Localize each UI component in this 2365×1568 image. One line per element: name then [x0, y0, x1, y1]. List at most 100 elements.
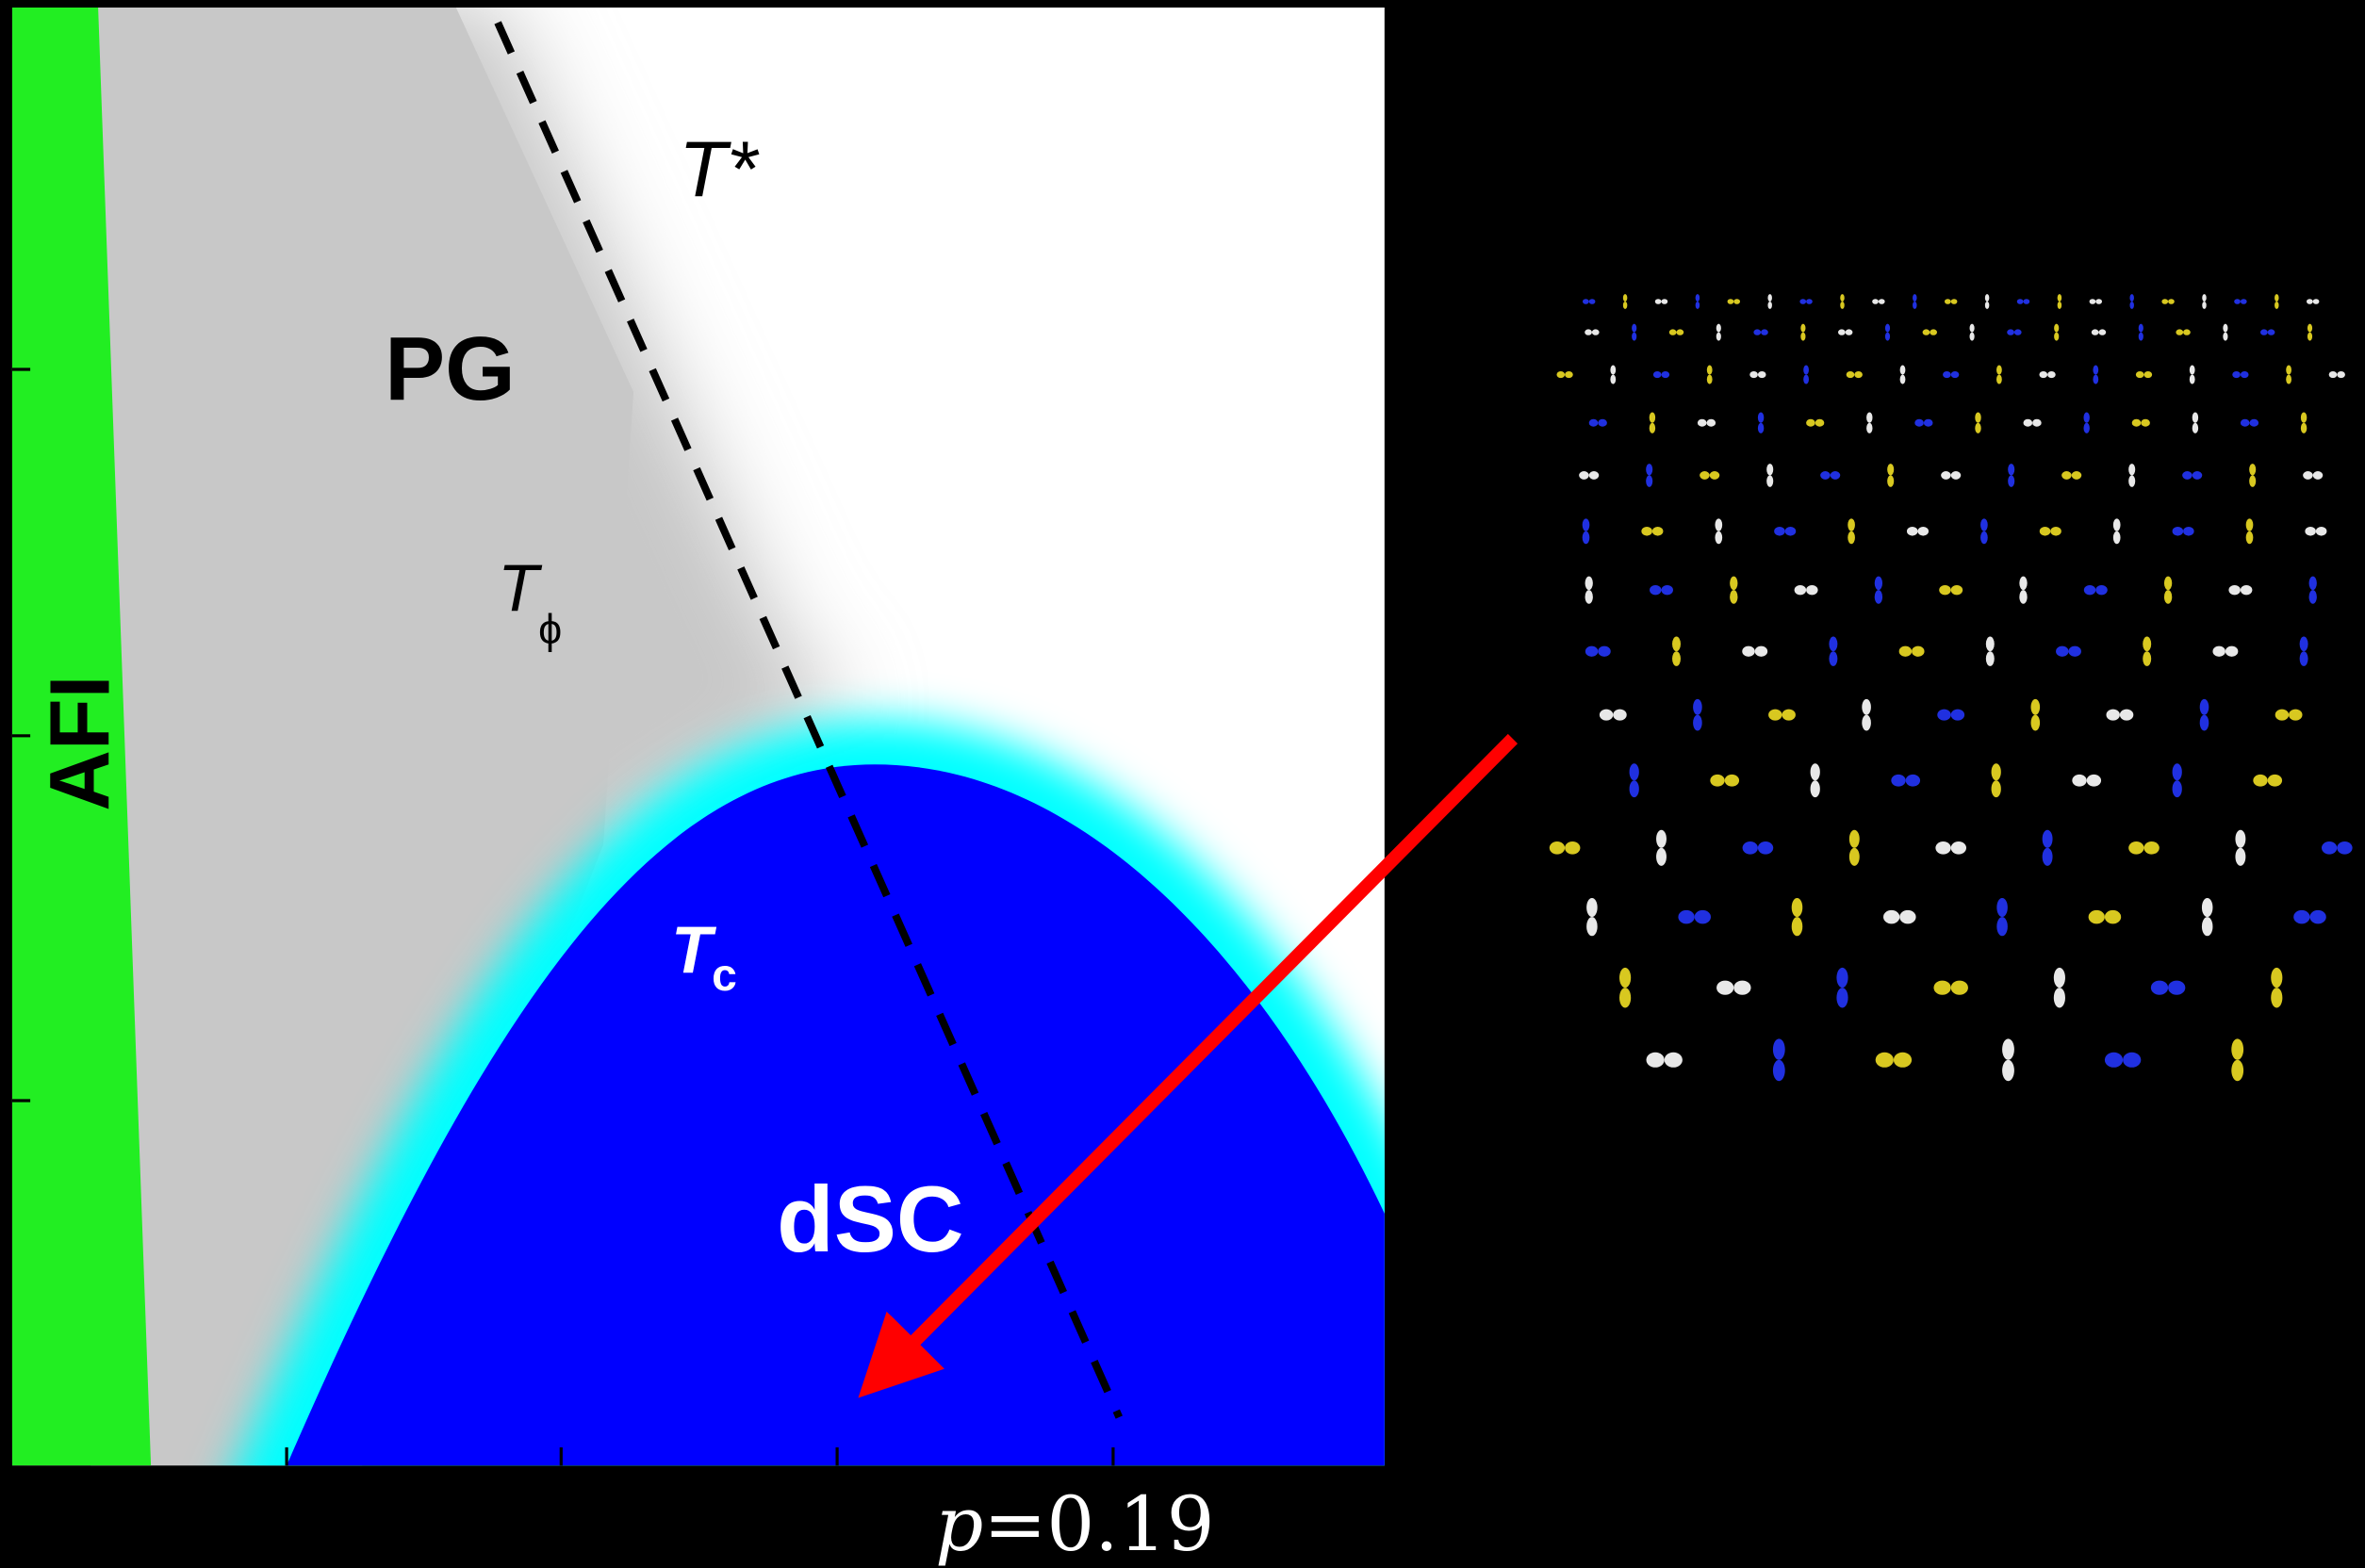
lattice-orbital [2132, 419, 2142, 427]
lattice-orbital [1550, 841, 1565, 855]
lattice-orbital [1773, 1038, 1785, 1059]
lattice-orbital [1782, 710, 1796, 721]
lattice-orbital [1773, 1060, 1785, 1081]
lattice-orbital [1849, 830, 1860, 848]
lattice-orbital [2095, 299, 2102, 304]
lattice-orbital [2275, 710, 2289, 721]
lattice-orbital [1996, 898, 2008, 917]
lattice-orbital [1632, 324, 1636, 333]
lattice-orbital [2054, 333, 2059, 341]
lattice-orbital [1585, 646, 1598, 657]
lattice-orbital [1900, 375, 1906, 384]
lattice-orbital [1767, 302, 1771, 309]
lattice-orbital [1742, 646, 1754, 657]
lattice-orbital [2008, 475, 2014, 486]
lattice-orbital [2183, 527, 2194, 536]
lattice-orbital [2241, 299, 2247, 304]
lattice-orbital [2307, 299, 2313, 304]
lattice-orbital [1592, 329, 1600, 335]
lattice-orbital [1875, 577, 1882, 591]
lattice-orbital [2084, 413, 2090, 423]
lattice-orbital [1678, 910, 1694, 923]
lattice-orbital [1883, 910, 1899, 923]
lattice-orbital [1806, 585, 1817, 595]
lattice-orbital [1831, 471, 1841, 480]
lattice-orbital [2087, 775, 2101, 787]
lattice-orbital [2271, 968, 2282, 988]
lattice-orbital [1766, 475, 1773, 486]
lattice-orbital [1838, 329, 1846, 335]
lattice-orbital [1803, 365, 1809, 374]
lattice-orbital [1716, 333, 1721, 341]
lattice-image [1550, 291, 2353, 1081]
lattice-orbital [1707, 419, 1716, 427]
lattice-orbital [1941, 471, 1951, 480]
lattice-orbital [2190, 375, 2195, 384]
lattice-orbital [2144, 371, 2153, 378]
lattice-orbital [2031, 715, 2041, 731]
lattice-orbital [2107, 710, 2120, 721]
lattice-orbital [2241, 419, 2250, 427]
lattice-orbital [1820, 471, 1831, 480]
lattice-orbital [2024, 299, 2030, 304]
lattice-orbital [2231, 1038, 2243, 1059]
lattice-orbital [2058, 302, 2061, 309]
lattice-orbital [1579, 471, 1589, 480]
lattice-orbital [1630, 780, 1639, 797]
lattice-orbital [2047, 371, 2056, 378]
lattice-orbital [1586, 898, 1598, 917]
lattice-orbital [1758, 841, 1773, 855]
lattice-orbital [2144, 841, 2160, 855]
lattice-orbital [1951, 841, 1966, 855]
lattice-orbital [1583, 531, 1590, 544]
t-star-label: T* [679, 125, 760, 213]
lattice-orbital [2120, 710, 2133, 721]
lattice-orbital [1589, 299, 1596, 304]
lattice-orbital [2017, 299, 2024, 304]
lattice-orbital [1970, 324, 1975, 333]
lattice-orbital [1700, 471, 1710, 480]
lattice-orbital [2301, 413, 2307, 423]
lattice-orbital [1951, 981, 1968, 995]
lattice-orbital [2253, 775, 2267, 787]
lattice-orbital [1876, 1053, 1894, 1068]
lattice-orbital [2228, 585, 2240, 595]
lattice-orbital [2054, 968, 2065, 988]
lattice-orbital [1924, 419, 1933, 427]
lattice-orbital [2032, 419, 2042, 427]
lattice-orbital [1715, 518, 1722, 531]
lattice-orbital [2105, 910, 2121, 923]
lattice-orbital [1707, 365, 1713, 374]
lattice-orbital [2250, 419, 2259, 427]
variable: p [935, 1480, 983, 1568]
value: =0.19 [983, 1480, 1214, 1568]
lattice-orbital [1583, 299, 1589, 304]
lattice-orbital [1792, 917, 1803, 936]
lattice-orbital [1619, 988, 1631, 1007]
lattice-orbital [2275, 294, 2278, 302]
lattice-orbital [1891, 775, 1905, 787]
lattice-orbital [2054, 988, 2065, 1007]
lattice-orbital [1761, 329, 1768, 335]
lattice-orbital [2223, 324, 2227, 333]
lattice-orbital [1715, 531, 1722, 544]
lattice-orbital [2246, 518, 2254, 531]
lattice-orbital [1913, 302, 1916, 309]
lattice-orbital [2007, 329, 2014, 335]
lattice-orbital [2260, 329, 2268, 335]
lattice-orbital [2225, 646, 2238, 657]
lattice-orbital [2200, 715, 2209, 731]
lattice-orbital [2043, 848, 2053, 866]
lattice-orbital [1815, 419, 1825, 427]
lattice-orbital [2173, 527, 2184, 536]
lattice-orbital [1937, 710, 1950, 721]
lattice-orbital [2084, 585, 2095, 595]
lattice-orbital [2113, 531, 2121, 544]
lattice-orbital [1647, 1053, 1665, 1068]
lattice-orbital [2089, 910, 2105, 923]
lattice-orbital [1829, 637, 1837, 652]
lattice-orbital [1758, 423, 1764, 433]
lattice-orbital [1866, 423, 1872, 433]
lattice-orbital [2008, 464, 2014, 475]
afi-label: AFI [32, 675, 126, 810]
